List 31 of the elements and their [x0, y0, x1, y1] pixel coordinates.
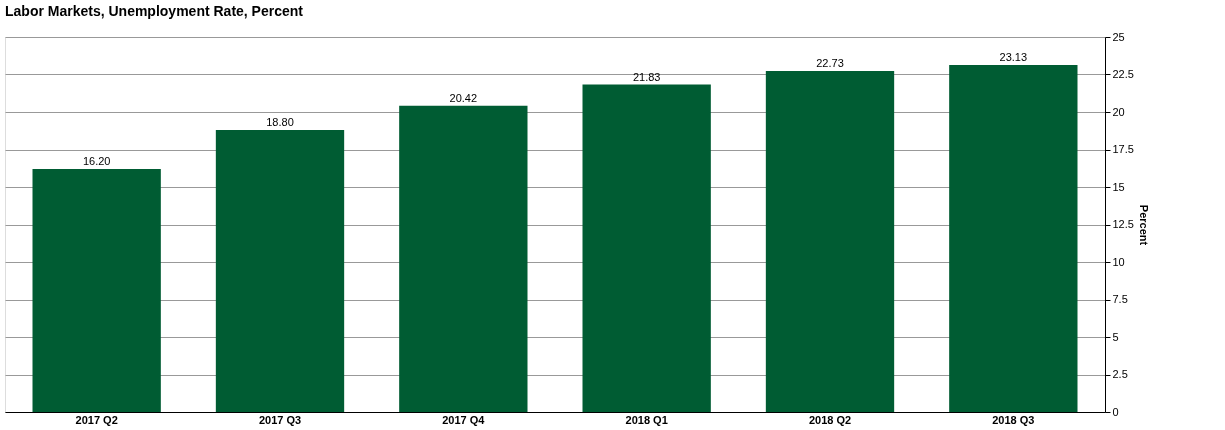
- y-tick-label: 17.5: [1112, 143, 1134, 155]
- bar: [399, 105, 528, 412]
- data-label: 20.42: [449, 91, 478, 104]
- y-tick-label: 10: [1112, 255, 1125, 268]
- bar: [949, 65, 1078, 412]
- y-tick-label: 0: [1112, 405, 1119, 418]
- bar: [32, 169, 161, 412]
- y-tick-label: 20: [1112, 105, 1125, 118]
- y-axis-title: Percent: [1137, 204, 1150, 246]
- y-tick-label: 25: [1112, 30, 1125, 43]
- x-tick-label: 2017 Q3: [258, 413, 302, 426]
- y-tick-label: 5: [1112, 330, 1119, 343]
- data-label: 21.83: [632, 70, 661, 83]
- y-tick-label: 7.5: [1112, 293, 1128, 305]
- y-tick-label: 12.5: [1112, 218, 1134, 230]
- y-tick-label: 22.5: [1112, 68, 1134, 80]
- data-label: 16.20: [82, 155, 111, 167]
- bar: [765, 71, 895, 412]
- data-label: 22.73: [816, 57, 844, 70]
- bar: [215, 130, 345, 412]
- bar: [582, 84, 711, 412]
- x-tick-label: 2018 Q3: [992, 413, 1035, 426]
- y-tick-label: 2.5: [1112, 368, 1128, 380]
- x-tick-label: 2018 Q1: [625, 413, 668, 426]
- y-tick-label: 15: [1112, 180, 1125, 193]
- x-tick-label: 2017 Q4: [442, 413, 486, 426]
- data-label: 18.80: [266, 116, 294, 128]
- x-tick-label: 2017 Q2: [75, 413, 118, 426]
- x-tick-label: 2018 Q2: [808, 413, 852, 426]
- data-label: 23.13: [999, 51, 1028, 64]
- chart-title: Labor Markets, Unemployment Rate, Percent: [5, 3, 304, 19]
